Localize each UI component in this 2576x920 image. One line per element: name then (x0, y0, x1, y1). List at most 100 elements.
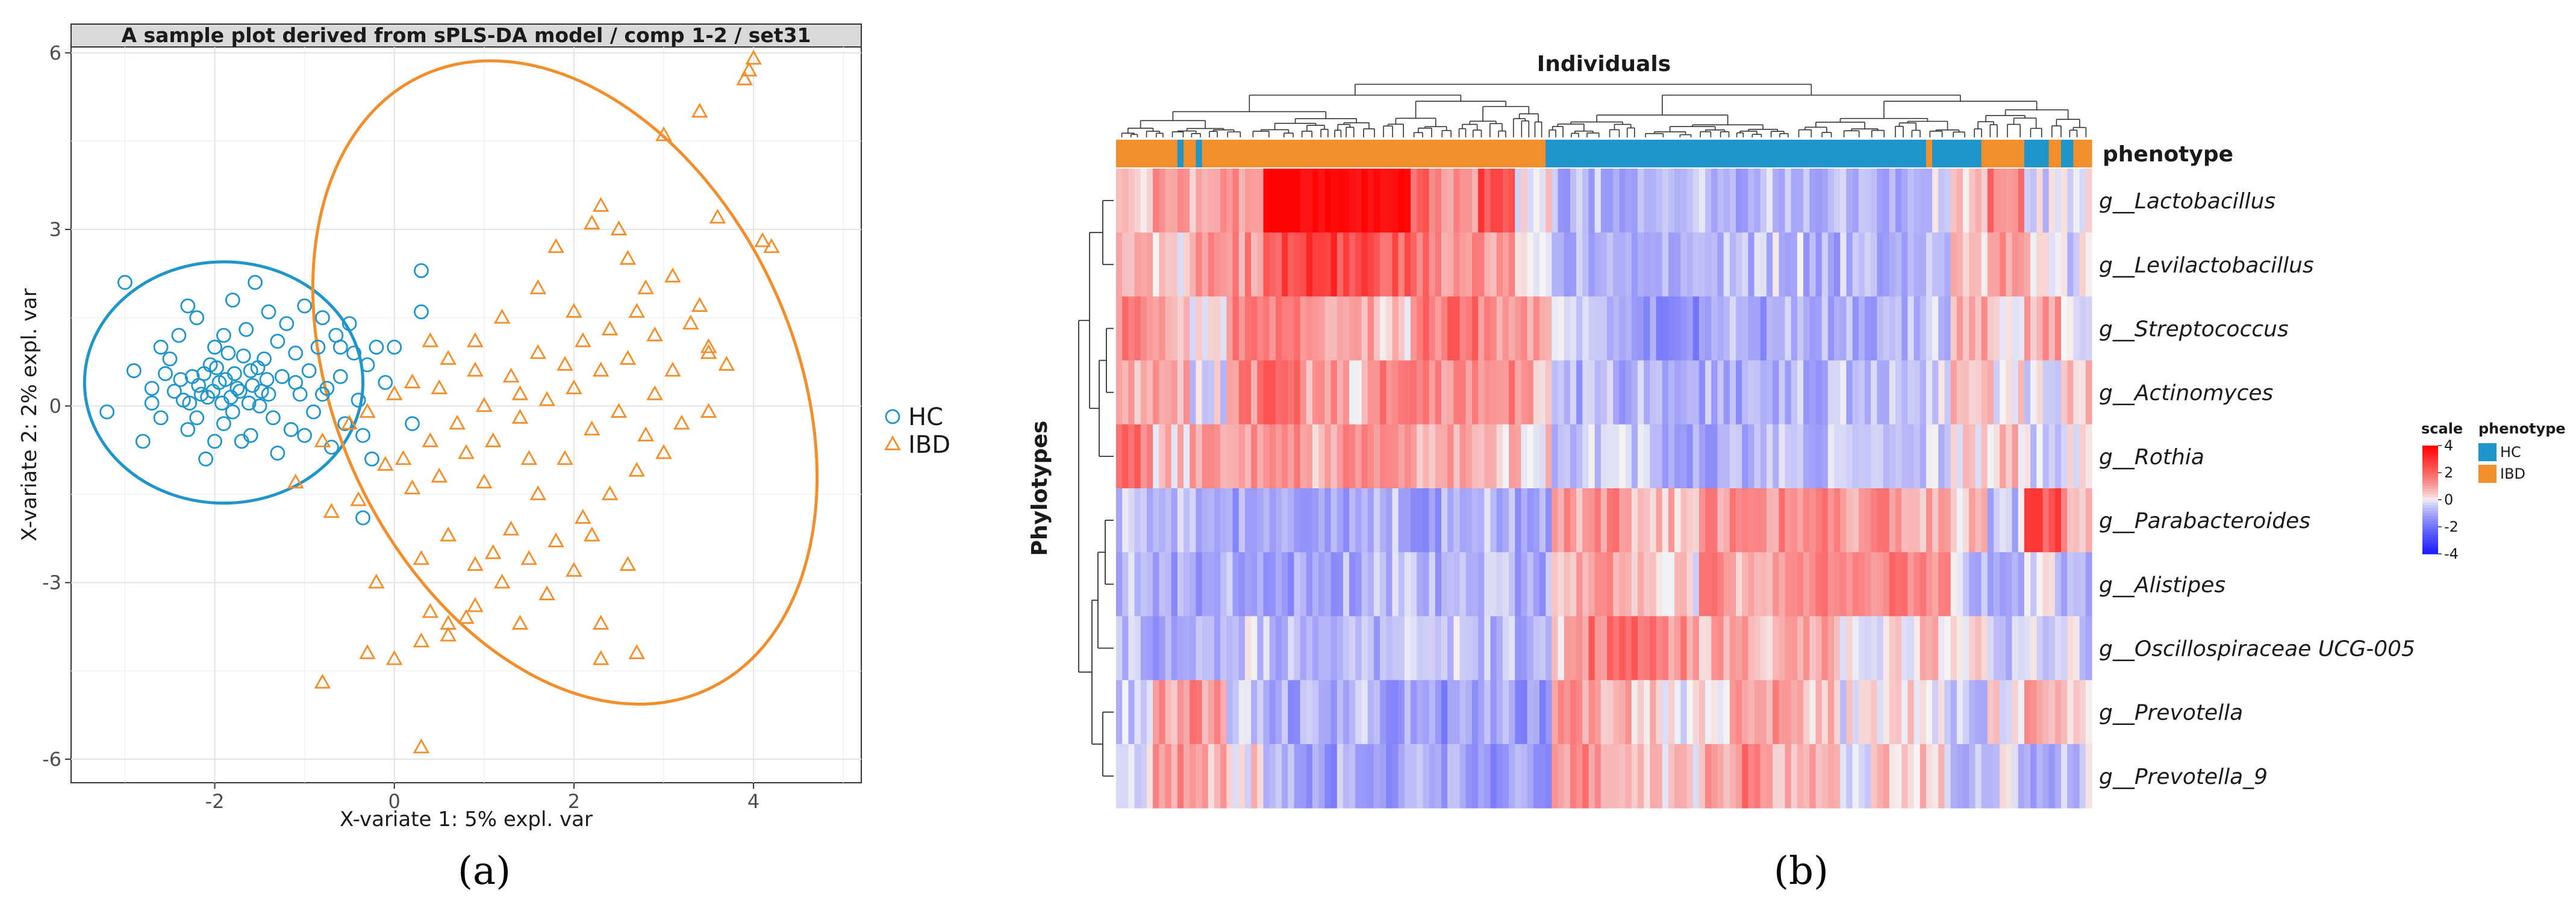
heatmap-cell (1257, 360, 1264, 425)
hc-point (158, 366, 173, 381)
heatmap-cell (1552, 232, 1559, 297)
heatmap-cell (1680, 232, 1688, 297)
heatmap-cell (1208, 424, 1215, 489)
hc-point (220, 345, 236, 361)
heatmap-cell (1852, 360, 1859, 425)
heatmap-cell (1545, 744, 1552, 809)
heatmap-cell (1269, 680, 1276, 745)
heatmap-cell (1282, 744, 1288, 809)
phenotype-bar-segment (1196, 140, 1203, 167)
heatmap-cell (1711, 169, 1718, 233)
heatmap-cell (1803, 360, 1810, 425)
heatmap-cell (1165, 616, 1172, 681)
heatmap-cell (1177, 232, 1184, 297)
hc-point (248, 275, 263, 290)
heatmap-cell (1349, 552, 1356, 617)
heatmap-cell (1208, 296, 1215, 361)
heatmap-cell (1883, 552, 1890, 617)
heatmap-cell (1336, 488, 1344, 553)
hc-point (135, 434, 151, 449)
heatmap-cell (1429, 232, 1436, 297)
heatmap-cell (1871, 680, 1877, 745)
heatmap-cell (1686, 424, 1694, 489)
heatmap-cell (1122, 680, 1129, 745)
heatmap-cell (2079, 424, 2086, 489)
heatmap-cell (1871, 616, 1877, 681)
heatmap-cell (2006, 616, 2013, 681)
heatmap-cell (1631, 552, 1638, 617)
ibd-point (359, 403, 376, 418)
ibd-point (350, 491, 367, 506)
heatmap-cell (1398, 616, 1405, 681)
heatmap-cell (1478, 488, 1485, 553)
heatmap-cell (1711, 552, 1718, 617)
heatmap-cell (2042, 169, 2050, 233)
heatmap-cell (2048, 488, 2056, 553)
heatmap-cell (1981, 169, 1988, 233)
hc-point (250, 360, 266, 376)
heatmap-cell (1920, 744, 1927, 809)
heatmap-cell (1373, 169, 1380, 233)
heatmap-cell (1576, 296, 1583, 361)
heatmap-cell (1429, 488, 1436, 553)
heatmap-cell (1846, 680, 1853, 745)
ibd-point (566, 303, 582, 318)
hc-point (235, 348, 251, 364)
heatmap-cell (1441, 552, 1448, 617)
heatmap-cell (1336, 552, 1344, 617)
heatmap-cell (1815, 744, 1823, 809)
heatmap-cell (1465, 424, 1473, 489)
heatmap-cell (1177, 680, 1184, 745)
heatmap-cell (1417, 360, 1424, 425)
heatmap-cell (1502, 424, 1509, 489)
heatmap-cell (1552, 488, 1559, 553)
heatmap-cell (1214, 552, 1221, 617)
ibd-point (413, 632, 430, 648)
heatmap-cell (1269, 232, 1276, 297)
heatmap-cell (1773, 744, 1779, 809)
heatmap-cell (1981, 616, 1988, 681)
heatmap-cell (1471, 680, 1479, 745)
heatmap-cell (1349, 744, 1356, 809)
row-label: g__Levilactobacillus (2099, 253, 2314, 278)
heatmap-cell (2036, 296, 2044, 361)
heatmap-cell (1883, 744, 1890, 809)
heatmap-cell (1300, 616, 1307, 681)
heatmap-cell (1220, 680, 1227, 745)
heatmap-cell (1865, 424, 1871, 489)
heatmap-cell (1214, 488, 1221, 553)
heatmap-cell (1723, 680, 1730, 745)
heatmap-cell (1165, 552, 1172, 617)
heatmap-cell (1545, 552, 1552, 617)
heatmap-cell (1582, 488, 1589, 553)
heatmap-cell (1116, 232, 1123, 297)
ibd-point (691, 297, 708, 312)
heatmap-cell (1306, 424, 1313, 489)
heatmap-cell (2024, 424, 2031, 489)
heatmap-cell (1625, 744, 1632, 809)
heatmap-cell (1367, 552, 1374, 617)
hc-point (189, 410, 205, 426)
heatmap-cell (2079, 680, 2086, 745)
heatmap-cell (1926, 424, 1933, 489)
heatmap-cell (1330, 424, 1338, 489)
heatmap-cell (1190, 424, 1197, 489)
heatmap-cell (1312, 488, 1319, 553)
hc-point (239, 322, 254, 337)
heatmap-cell (1767, 488, 1773, 553)
heatmap-cell (1594, 488, 1601, 553)
heatmap-cell (1539, 169, 1546, 233)
heatmap-cell (1527, 616, 1534, 681)
heatmap-cell (1698, 169, 1706, 233)
heatmap-cell (1895, 616, 1902, 681)
heatmap-cell (2054, 744, 2062, 809)
heatmap-cell (1386, 296, 1393, 361)
heatmap-cell (1613, 360, 1620, 425)
heatmap-cell (1238, 680, 1246, 745)
heatmap-cell (1459, 616, 1467, 681)
ibd-point (592, 615, 610, 630)
heatmap-cell (1539, 296, 1546, 361)
heatmap-cell (1736, 552, 1742, 617)
heatmap-cell (1521, 680, 1528, 745)
